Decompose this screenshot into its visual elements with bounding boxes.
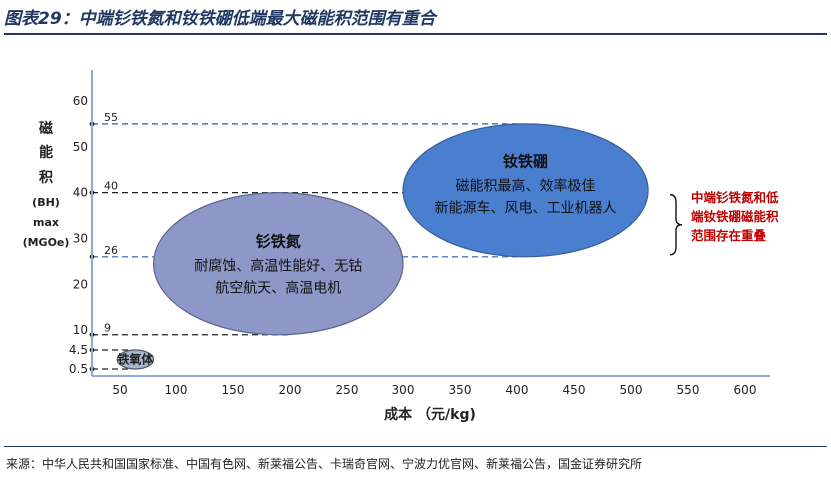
source-divider: [4, 446, 827, 447]
y-tick-label: 10: [73, 323, 88, 337]
y-tick-label: 40: [73, 186, 88, 200]
reference-label: 9: [104, 322, 111, 335]
region-description: 新能源车、风电、工业机器人: [435, 199, 617, 216]
x-tick-label: 250: [336, 383, 359, 397]
y-axis-title-line: max: [33, 216, 59, 229]
annotation-line: 范围存在重叠: [691, 228, 767, 243]
region-name: 钕铁硼: [503, 152, 548, 170]
annotation-line: 端钕铁硼磁能积: [691, 209, 779, 224]
title-divider: [4, 33, 827, 35]
y-axis-title-line: 磁: [39, 120, 53, 137]
region-name: 钐铁氮: [256, 233, 301, 251]
source-note: 来源：中华人民共和国国家标准、中国有色网、新莱福公告、卡瑞奇官网、宁波力优官网、…: [6, 457, 643, 471]
reference-label: 26: [104, 244, 118, 257]
region-description: 磁能积最高、效率极佳: [456, 177, 596, 194]
region-description: 航空航天、高温电机: [215, 280, 341, 297]
x-axis-title: 成本 （元/kg): [384, 406, 476, 423]
x-tick-label: 400: [506, 383, 529, 397]
x-tick-label: 100: [165, 383, 188, 397]
region-bubble: [402, 123, 649, 258]
x-tick-label: 150: [222, 383, 245, 397]
x-tick-label: 550: [677, 383, 700, 397]
brace-icon: [669, 193, 683, 256]
region-name: 铁氧体: [117, 352, 154, 367]
region-bubble: [152, 192, 404, 336]
y-axis-title-line: (MGOe): [23, 236, 70, 249]
x-tick-label: 350: [449, 383, 472, 397]
chart-title: 图表29：中端钐铁氮和钕铁硼低端最大磁能积范围有重合: [4, 9, 436, 29]
x-tick-label: 200: [279, 383, 302, 397]
y-tick-label: 0.5: [69, 362, 88, 376]
x-tick-label: 50: [112, 383, 127, 397]
x-tick-label: 500: [620, 383, 643, 397]
y-tick-label: 20: [73, 277, 88, 291]
y-axis-title-line: (BH): [32, 196, 60, 209]
x-tick-label: 300: [392, 383, 415, 397]
y-tick-label: 50: [73, 140, 88, 154]
annotation-line: 中端钐铁氮和低: [691, 190, 779, 205]
y-tick-label: 4.5: [69, 343, 88, 357]
reference-label: 40: [104, 180, 118, 193]
y-tick-label: 30: [73, 231, 88, 245]
x-tick-label: 600: [734, 383, 757, 397]
region-description: 耐腐蚀、高温性能好、无钴: [194, 258, 362, 275]
x-tick-label: 450: [563, 383, 586, 397]
y-tick-label: 60: [73, 94, 88, 108]
y-axis-title-line: 积: [39, 169, 53, 186]
region-bubble: [116, 349, 155, 370]
y-axis-title-line: 能: [39, 144, 53, 161]
reference-label: 55: [104, 111, 118, 124]
